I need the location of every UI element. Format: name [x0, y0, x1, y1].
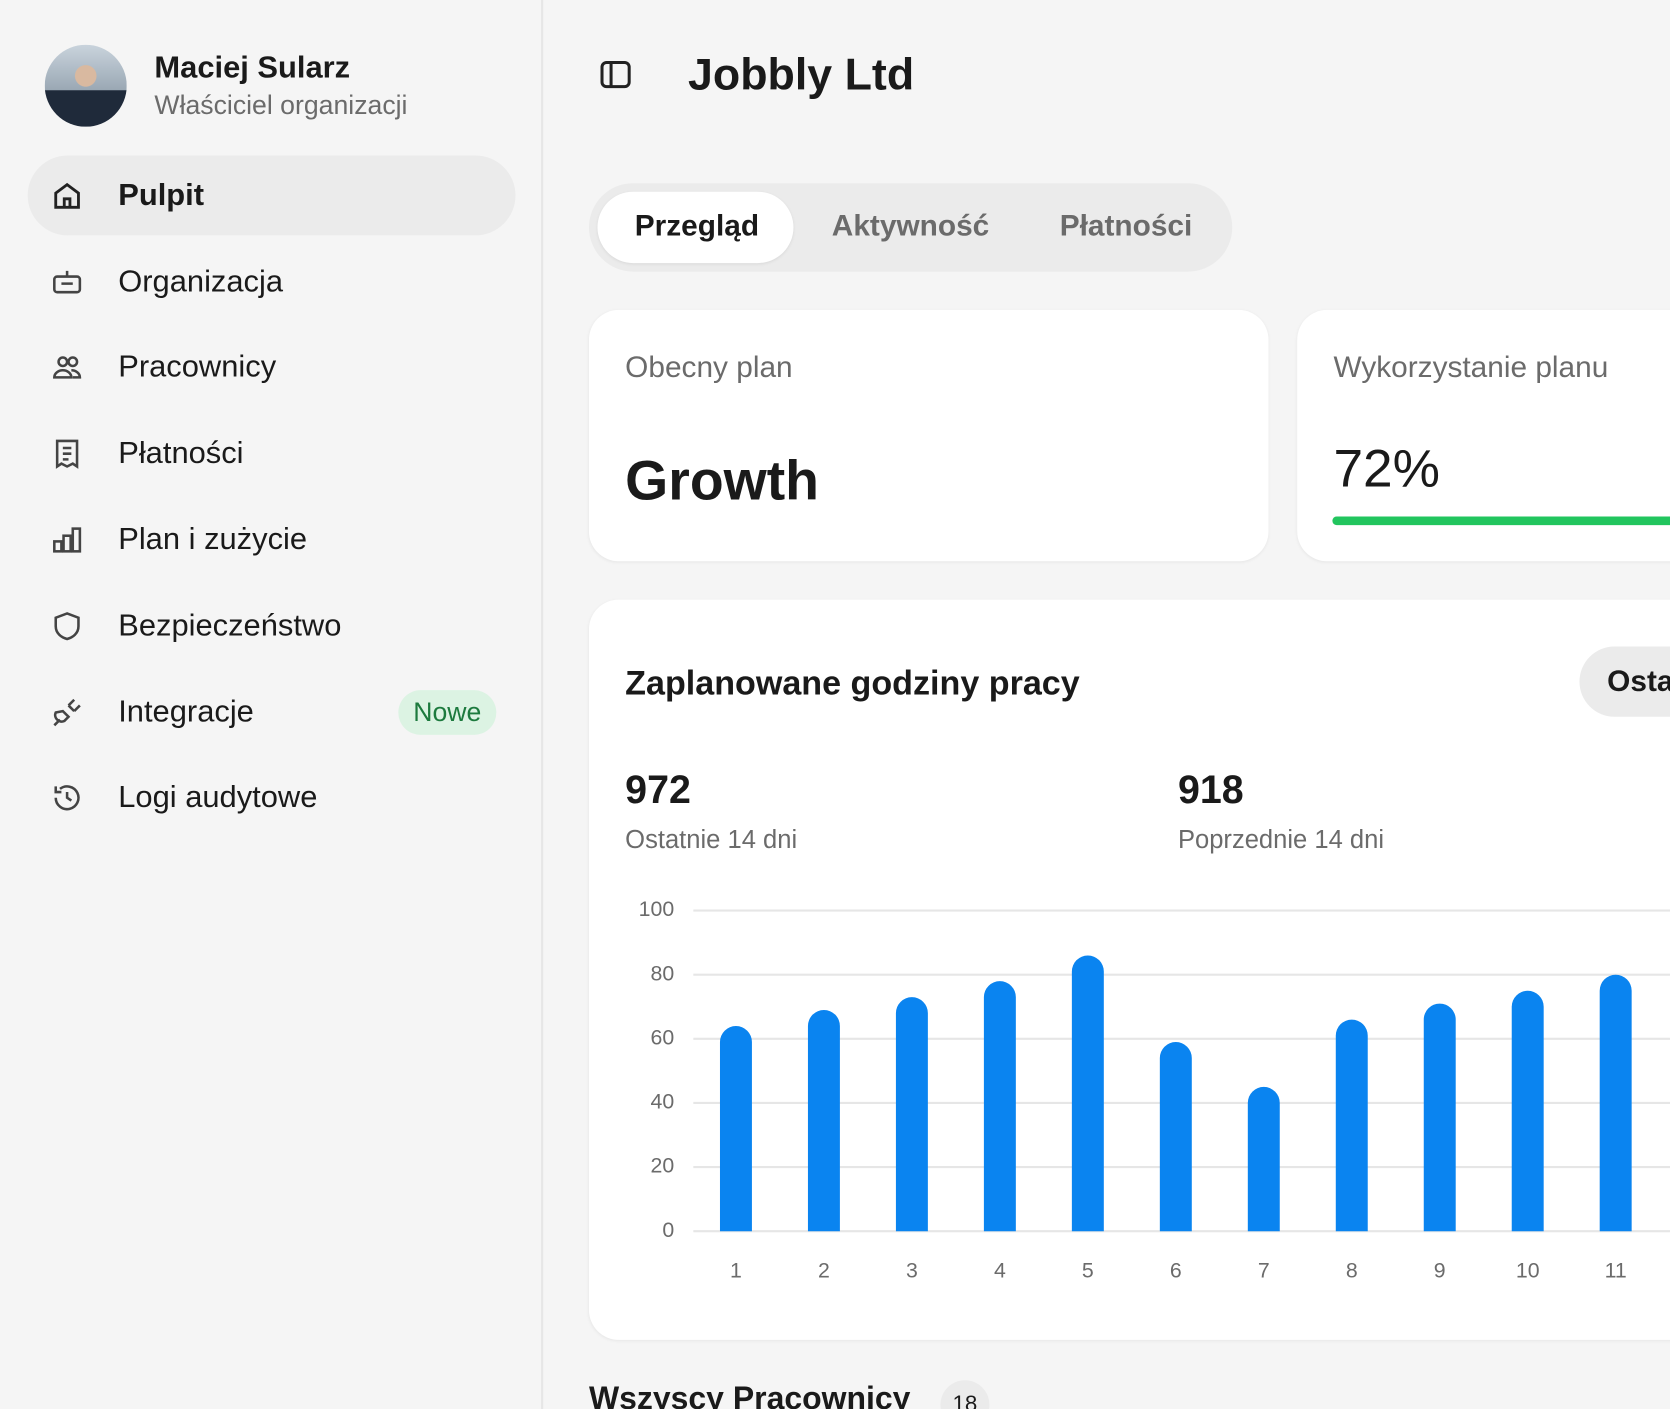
- nav-item[interactable]: Plan i zużycie: [28, 500, 516, 580]
- nav-item[interactable]: Integracje Nowe: [28, 672, 516, 752]
- nav-label: Logi audytowe: [118, 779, 318, 814]
- tab-active-bg: [597, 191, 794, 264]
- page-title: Jobbly Ltd: [688, 48, 915, 100]
- hours-card: Zaplanowane godziny pracy Osta 972 Ostat…: [588, 599, 1670, 1340]
- tab[interactable]: Aktywność: [831, 208, 990, 242]
- progress-track: [1332, 516, 1670, 526]
- nav-label: Płatności: [118, 435, 244, 470]
- icon-shield: [54, 612, 80, 641]
- tab[interactable]: Płatności: [1059, 208, 1193, 242]
- nav-item[interactable]: Pracownicy: [28, 327, 516, 407]
- stat-label: Ostatnie 14 dni: [625, 825, 798, 855]
- icon-home: [54, 182, 80, 209]
- range-label: Osta: [1607, 664, 1670, 698]
- icon-people: [53, 356, 82, 379]
- icon-history: [54, 785, 80, 811]
- nav-label: Pulpit: [118, 177, 205, 212]
- range-button[interactable]: Osta: [1579, 646, 1670, 717]
- icon-plug: [53, 698, 81, 727]
- tab-bar: Przegląd Aktywność Płatności: [588, 183, 1233, 272]
- nav-item[interactable]: Logi audytowe: [28, 757, 516, 837]
- progress-fill: [1332, 516, 1670, 526]
- icon-org: [53, 270, 82, 294]
- plan-card: Obecny plan Growth: [588, 309, 1269, 562]
- nav-label: Pracownicy: [118, 349, 277, 384]
- stat-value: 918: [1177, 767, 1244, 812]
- nav-item[interactable]: Płatności: [28, 413, 516, 493]
- section-title: Wszyscy Pracownicy: [588, 1381, 911, 1409]
- tab[interactable]: Przegląd: [634, 208, 760, 242]
- sidebar: Maciej Sularz Właściciel organizacji Pul…: [0, 0, 544, 1409]
- stat-label: Poprzednie 14 dni: [1177, 825, 1385, 855]
- nav-label: Organizacja: [118, 264, 284, 299]
- user-name: Maciej Sularz: [154, 51, 351, 86]
- card-title: Zaplanowane godziny pracy: [625, 663, 1080, 702]
- card-title: Obecny plan: [625, 350, 793, 384]
- icon-receipt: [55, 439, 79, 469]
- nav-item[interactable]: Organizacja: [28, 242, 516, 322]
- nav-item[interactable]: Pulpit: [27, 155, 516, 236]
- stat-value: 972: [625, 767, 691, 812]
- avatar[interactable]: [44, 44, 127, 127]
- nav-badge: Nowe: [398, 690, 497, 735]
- user-role: Właściciel organizacji: [154, 90, 408, 121]
- nav-label: Bezpieczeństwo: [118, 608, 342, 643]
- icon-usage: [53, 527, 82, 553]
- sidebar-toggle[interactable]: [597, 56, 633, 92]
- usage-card: Wykorzystanie planu 72%: [1297, 309, 1670, 562]
- nav-label: Plan i zużycie: [118, 521, 308, 556]
- usage-value: 72%: [1333, 438, 1441, 499]
- plan-name: Growth: [625, 450, 820, 513]
- nav-item[interactable]: Bezpieczeństwo: [28, 586, 516, 666]
- card-title: Wykorzystanie planu: [1333, 350, 1609, 384]
- nav-label: Integracje: [118, 694, 254, 729]
- count-badge: 18: [940, 1380, 990, 1409]
